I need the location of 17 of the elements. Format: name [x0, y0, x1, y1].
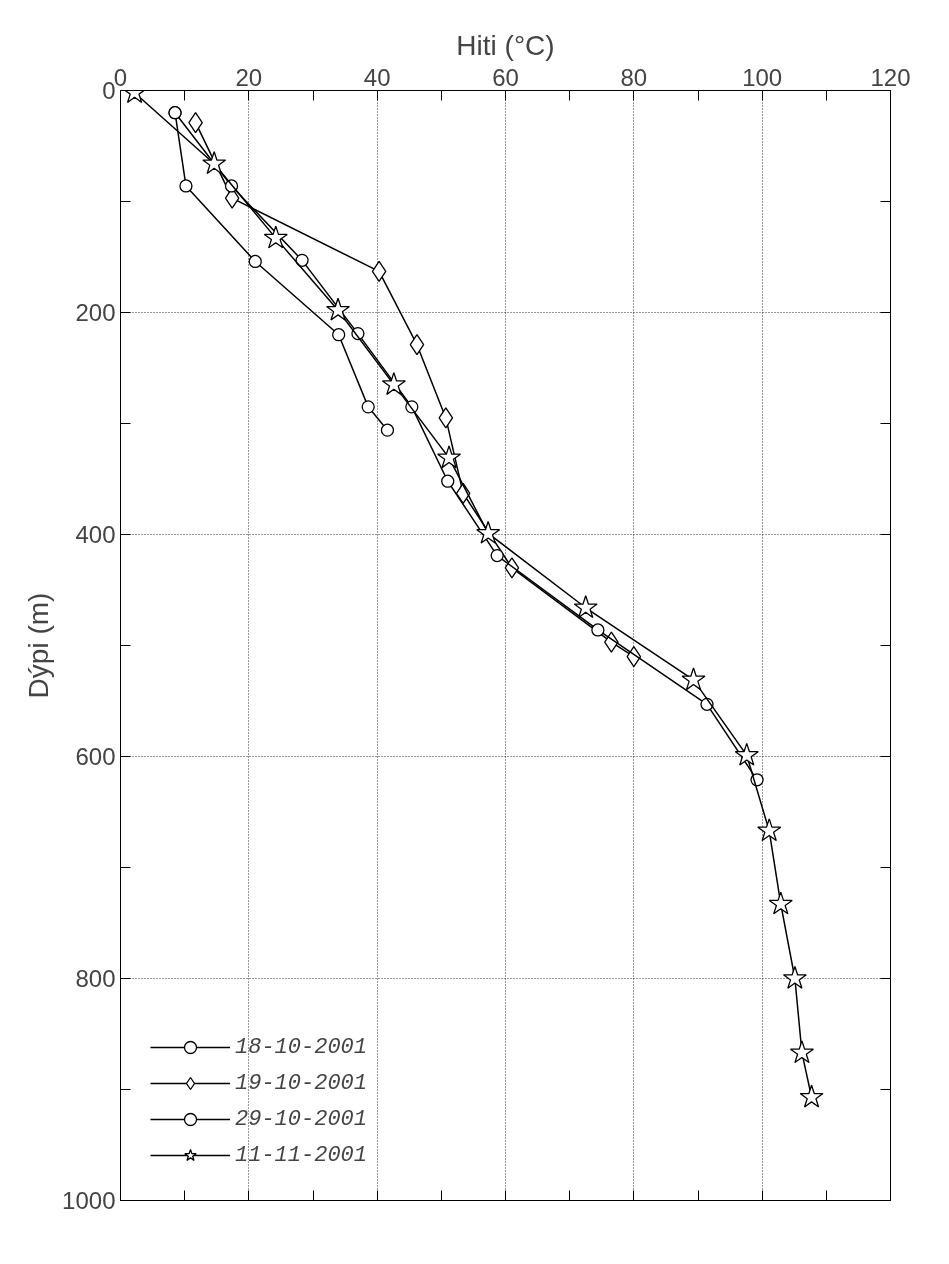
x-tick-label: 100	[742, 63, 783, 91]
x-axis-title: Hiti (°C)	[456, 29, 555, 61]
x-tick-label: 120	[870, 63, 911, 91]
legend-label: 29-10-2001	[235, 1106, 368, 1132]
y-tick-label: 200	[75, 299, 116, 326]
y-axis-title: Dýpi (m)	[23, 592, 55, 699]
legend-label: 19-10-2001	[235, 1070, 368, 1096]
y-tick-label: 400	[75, 521, 116, 548]
x-tick-label: 40	[363, 63, 391, 91]
y-tick-label: 1000	[62, 1187, 116, 1214]
legend-label: 11-11-2001	[235, 1142, 368, 1168]
y-tick-label: 800	[75, 965, 116, 992]
x-tick-label: 60	[492, 63, 519, 91]
x-tick-label: 20	[235, 63, 263, 91]
y-tick-label: 600	[75, 743, 116, 770]
x-tick-label: 80	[620, 63, 648, 91]
legend-label: 18-10-2001	[235, 1034, 368, 1060]
